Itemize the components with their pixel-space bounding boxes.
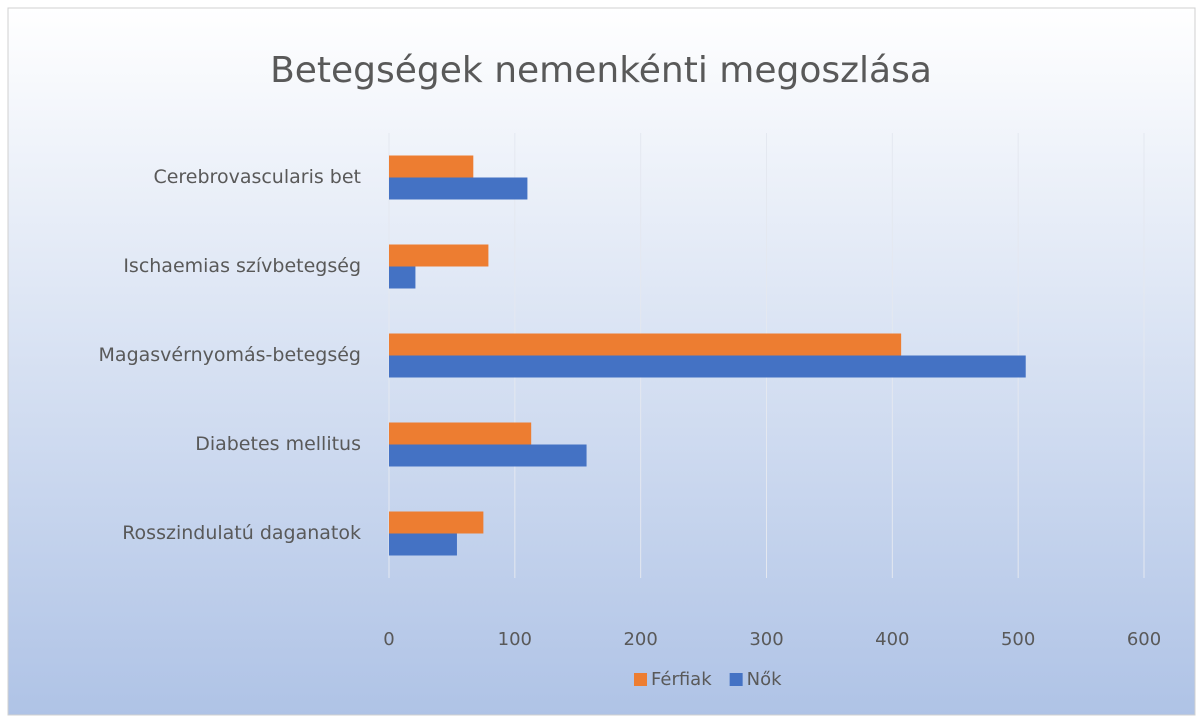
x-tick-label: 400 [875,629,909,650]
x-tick-label: 200 [623,629,657,650]
bar [389,444,587,467]
legend-swatch [634,673,647,686]
y-tick-label: Cerebrovascularis bet [153,166,361,188]
bar [389,266,416,289]
x-tick-label: 500 [1001,629,1035,650]
bar [389,177,528,200]
bar [389,511,484,534]
y-tick-label: Diabetes mellitus [195,433,361,455]
x-tick-label: 100 [498,629,532,650]
legend-label: Nők [747,669,782,690]
y-tick-label: Ischaemias szívbetegség [123,255,361,277]
y-tick-label: Rosszindulatú daganatok [122,522,361,544]
x-tick-label: 0 [383,629,394,650]
bar [389,244,489,267]
bar [389,333,902,356]
legend-swatch [729,673,743,686]
chart-title: Betegségek nemenkénti megoszlása [270,50,932,91]
bar [389,533,457,556]
legend-label: Férfiak [651,669,712,690]
x-tick-label: 600 [1127,629,1161,650]
y-tick-label: Magasvérnyomás-betegség [99,344,361,366]
bar [389,355,1026,378]
bar [389,422,532,445]
bar [389,155,474,178]
x-tick-label: 300 [749,629,783,650]
